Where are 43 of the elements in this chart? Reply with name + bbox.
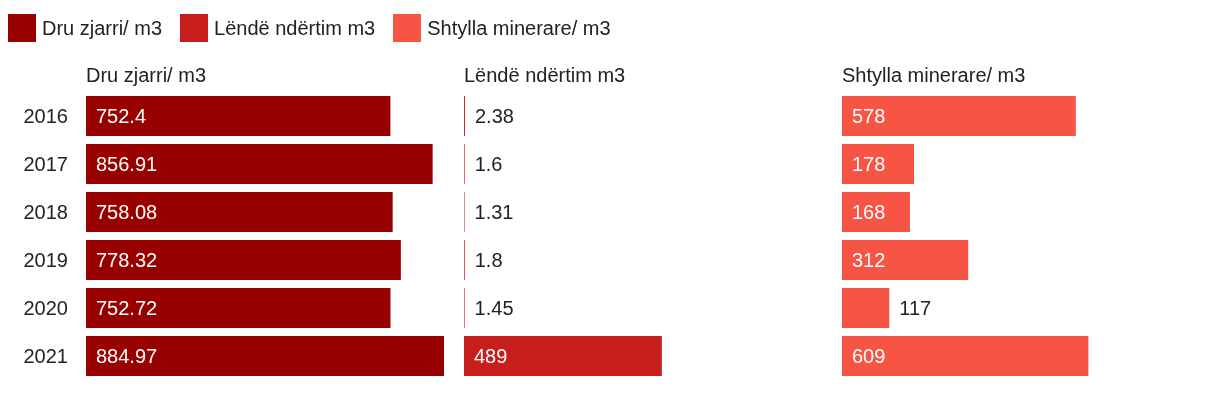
data-label: 178 — [852, 153, 886, 175]
bar — [842, 240, 969, 280]
data-label: 312 — [852, 249, 886, 271]
legend-label: Shtylla minerare/ m3 — [427, 16, 611, 40]
data-label: 884.97 — [96, 345, 158, 367]
y-tick-label: 2018 — [23, 201, 68, 224]
bar — [86, 240, 401, 280]
data-label: 1.6 — [474, 153, 503, 175]
y-tick-label: 2021 — [23, 345, 68, 368]
y-tick-label: 2020 — [23, 297, 68, 320]
bar — [86, 192, 393, 232]
data-label: 1.31 — [474, 201, 514, 223]
data-label: 778.32 — [96, 249, 158, 271]
data-label: 489 — [474, 345, 508, 367]
chart-title: Shtylla minerare/ m3 — [842, 63, 1027, 88]
legend-label: Lëndë ndërtim m3 — [214, 16, 376, 40]
data-label: 752.4 — [96, 105, 147, 127]
data-label: 2.38 — [474, 105, 514, 127]
data-label: 168 — [852, 201, 886, 223]
bar — [842, 336, 1089, 376]
data-label: 758.08 — [96, 201, 158, 223]
chart-title: Dru zjarri/ m3 — [85, 63, 207, 88]
data-label: 1.8 — [474, 249, 503, 271]
bar — [464, 336, 662, 376]
bar — [86, 144, 433, 184]
bar — [86, 336, 444, 376]
bar — [842, 192, 910, 232]
legend-label: Dru zjarri/ m3 — [42, 16, 163, 40]
data-label: 578 — [852, 105, 886, 127]
y-tick-label: 2016 — [23, 105, 68, 128]
bar — [842, 288, 890, 328]
data-label: 752.72 — [96, 297, 158, 319]
y-tick-label: 2019 — [23, 249, 68, 272]
bar — [842, 96, 1076, 136]
data-label: 609 — [852, 345, 886, 367]
bar — [86, 288, 391, 328]
data-label: 1.45 — [474, 297, 514, 319]
bar — [86, 96, 391, 136]
data-label: 117 — [899, 297, 932, 319]
chart-title: Lëndë ndërtim m3 — [464, 63, 627, 88]
y-tick-label: 2017 — [23, 153, 68, 176]
data-label: 856.91 — [96, 153, 158, 175]
bar — [842, 144, 915, 184]
